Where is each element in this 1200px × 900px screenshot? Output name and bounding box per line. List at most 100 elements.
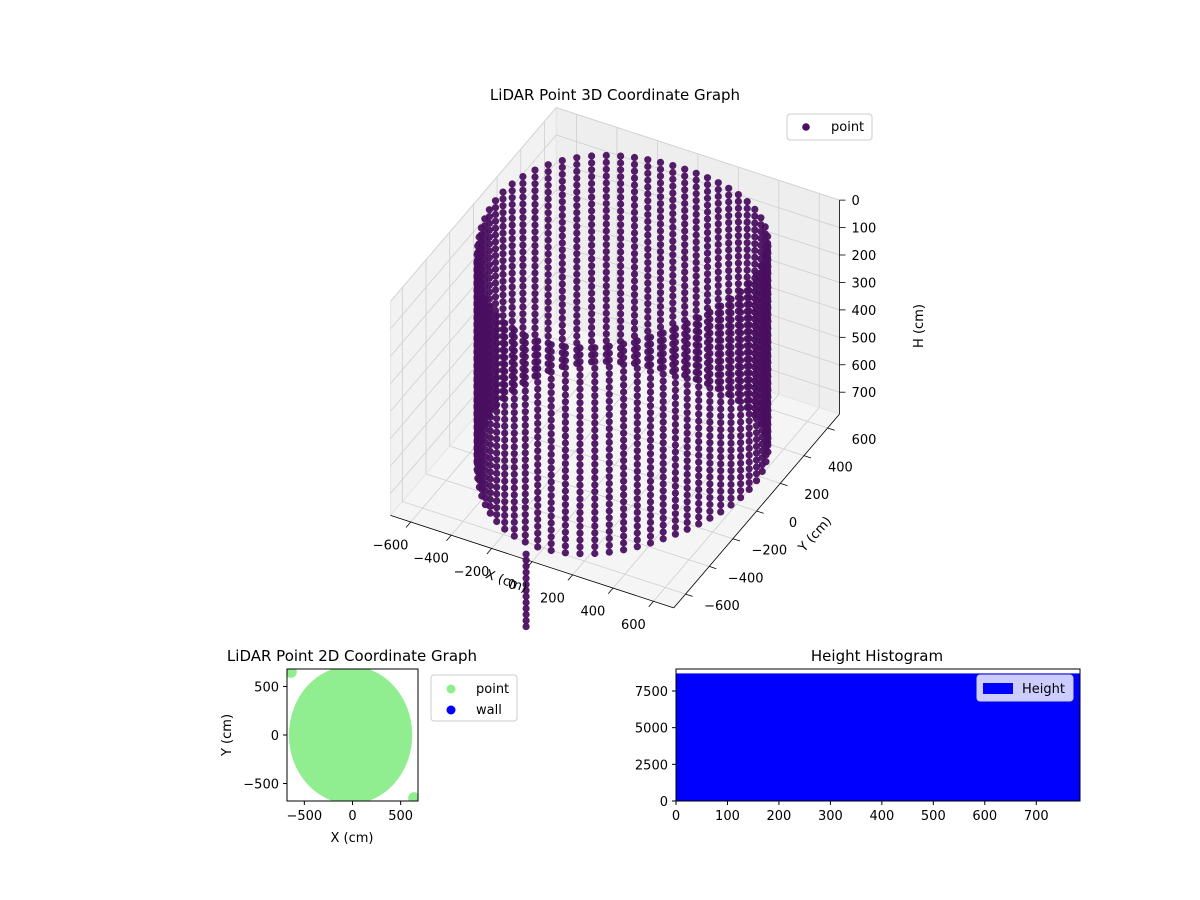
data-point-3d: [547, 450, 555, 458]
data-point-3d: [659, 350, 667, 358]
data-point-3d: [727, 494, 735, 502]
tick-label-z: 200: [851, 249, 876, 264]
data-point-3d: [633, 543, 641, 551]
data-point-3d: [576, 344, 584, 352]
data-point-3d: [671, 352, 680, 360]
data-point-3d: [486, 468, 494, 476]
data-point-3d: [620, 484, 628, 492]
data-point-3d: [656, 172, 665, 180]
data-point-3d: [727, 323, 735, 331]
data-point-3d: [656, 323, 665, 331]
data-point-3d: [501, 422, 509, 430]
data-point-3d: [617, 221, 625, 229]
data-point-3d: [547, 485, 555, 493]
data-point-3d: [630, 160, 639, 168]
axes-3d: −600−400−2000200400600−600−400−200020040…: [373, 194, 877, 633]
data-point-3d: [644, 272, 652, 280]
data-point-3d: [576, 467, 584, 475]
data-point-3d: [510, 409, 518, 417]
data-point-3d: [659, 432, 667, 440]
data-point-3d: [717, 487, 725, 495]
data-point-3d: [588, 186, 596, 194]
data-point-3d: [531, 276, 539, 284]
data-point-3d: [501, 470, 509, 478]
data-point-3d: [752, 339, 761, 348]
data-point-3d: [737, 288, 745, 296]
data-point-3d: [681, 302, 689, 310]
data-point-3d: [544, 284, 552, 292]
data-point-3d: [486, 495, 494, 504]
title-2d: LiDAR Point 2D Coordinate Graph: [227, 647, 477, 665]
data-point-3d: [534, 426, 542, 434]
data-point-3d: [633, 453, 641, 462]
data-point-3d: [602, 330, 610, 338]
data-point-3d: [522, 574, 530, 582]
data-point-3d: [521, 339, 529, 347]
data-point-3d: [617, 276, 625, 284]
data-point-3d: [745, 430, 753, 439]
data-point-3d: [519, 173, 527, 181]
data-point-3d: [706, 404, 714, 412]
data-point-3d: [695, 355, 703, 363]
data-point-3d: [620, 477, 628, 485]
data-point-3d: [547, 457, 555, 465]
data-point-3d: [617, 262, 625, 270]
data-point-3d: [602, 179, 610, 187]
data-point-3d: [486, 303, 494, 311]
data-point-3d: [659, 480, 667, 488]
data-point-3d: [714, 288, 722, 297]
data-point-3d: [706, 514, 714, 522]
data-point-3d: [591, 419, 599, 427]
data-point-3d: [493, 449, 501, 457]
data-point-3d: [617, 310, 625, 318]
data-point-3d: [558, 266, 566, 274]
data-point-3d: [544, 168, 552, 176]
data-point-3d: [491, 258, 500, 267]
data-point-3d: [591, 440, 599, 448]
data-point-3d: [561, 391, 570, 399]
data-point-3d: [717, 336, 725, 344]
data-point-3d: [725, 260, 733, 268]
data-point-3d: [561, 363, 570, 372]
data-point-3d: [591, 426, 599, 434]
data-point-3d: [544, 277, 552, 285]
data-point-3d: [706, 398, 714, 406]
data-point-3d: [725, 287, 733, 295]
data-point-3d: [644, 307, 652, 315]
data-point-3d: [659, 425, 667, 433]
data-point-3d: [737, 445, 745, 454]
data-point-3d: [605, 411, 613, 419]
data-point-3d: [547, 389, 555, 397]
data-point-3d: [717, 350, 725, 358]
data-point-3d: [758, 316, 766, 325]
data-point-3d: [646, 511, 655, 520]
data-point-3d: [669, 292, 677, 300]
data-point-3d: [751, 246, 759, 255]
data-point-3d: [499, 243, 507, 251]
tick-label-y: −600: [704, 599, 740, 614]
data-point-3d: [745, 437, 753, 445]
data-point-3d: [501, 333, 509, 341]
data-point-3d: [602, 151, 610, 160]
data-point-3d: [695, 492, 703, 501]
data-point-3d: [588, 337, 596, 345]
data-point-3d: [519, 241, 527, 249]
data-point-3d: [501, 491, 509, 499]
data-point-3d: [576, 392, 584, 400]
data-point-3d: [561, 432, 570, 440]
data-point-3d: [588, 248, 596, 256]
data-point-3d: [573, 277, 581, 285]
data-point-3d: [717, 494, 725, 502]
gridline-floor-x: [653, 407, 820, 602]
tick-label-x-hist: 400: [869, 809, 894, 824]
data-point-3d: [534, 461, 542, 469]
data-point-3d: [681, 289, 689, 297]
tick-label-x: 400: [580, 605, 605, 620]
data-point-3d: [695, 410, 703, 418]
data-point-3d: [745, 458, 753, 466]
data-point-3d: [683, 367, 691, 376]
data-point-3d: [620, 443, 628, 451]
data-point-3d: [519, 282, 527, 290]
data-point-3d: [752, 285, 761, 293]
data-point-3d: [745, 293, 753, 301]
